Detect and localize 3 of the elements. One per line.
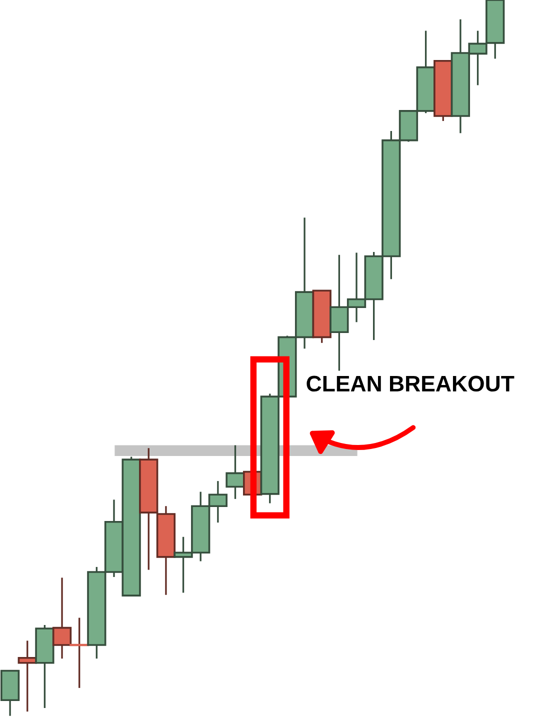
annotation: CLEAN BREAKOUT <box>306 376 514 392</box>
candlestick <box>226 444 245 500</box>
candlestick <box>18 640 37 712</box>
